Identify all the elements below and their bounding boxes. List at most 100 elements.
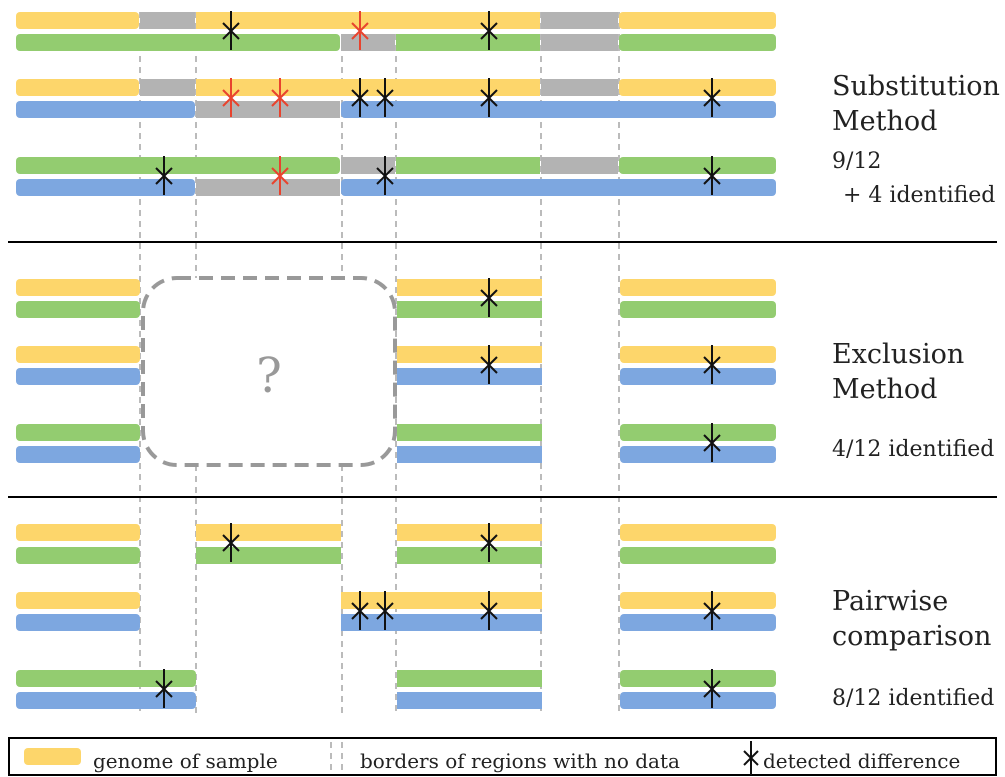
genome-bar-segment xyxy=(396,157,540,174)
genome-bar-segment xyxy=(16,692,196,709)
genome-bar-segment xyxy=(397,670,542,687)
legend-difference-icon xyxy=(743,741,759,775)
genome-bar-segment xyxy=(16,79,139,96)
genome-bar-segment xyxy=(16,101,195,118)
difference-mark-icon xyxy=(222,78,240,117)
genome-bar-segment xyxy=(16,179,195,196)
legend-frame xyxy=(8,737,997,776)
genome-bar-segment xyxy=(397,446,542,463)
genome-bar-segment xyxy=(397,368,542,385)
genome-bar-segment xyxy=(16,157,340,174)
genome-bar-segment xyxy=(619,34,776,51)
genome-bar-segment xyxy=(397,692,542,709)
no-data-segment xyxy=(341,157,395,174)
genome-bar-segment xyxy=(620,592,776,609)
difference-mark-icon xyxy=(222,523,240,562)
substitution-title-line2: Method xyxy=(832,106,937,137)
genome-bar-segment xyxy=(16,614,140,631)
substitution-title-line1: Substitution xyxy=(832,71,1000,102)
genome-bar-segment xyxy=(619,79,776,96)
genome-bar-segment xyxy=(196,79,540,96)
difference-mark-icon xyxy=(351,11,369,50)
genome-bar-segment xyxy=(16,368,140,385)
genome-bar-segment xyxy=(620,446,776,463)
genome-bar-segment xyxy=(620,692,776,709)
no-data-segment xyxy=(140,79,195,96)
no-data-segment xyxy=(196,101,340,118)
no-data-segment xyxy=(541,79,618,96)
unknown-region-box xyxy=(141,276,397,467)
exclusion-title-line2: Method xyxy=(832,374,937,405)
legend-genome-label: genome of sample xyxy=(93,749,278,773)
difference-mark-icon xyxy=(480,11,498,50)
pairwise-title-line1: Pairwise xyxy=(832,586,948,617)
pairwise-stat: 8/12 identified xyxy=(832,686,994,711)
no-data-segment xyxy=(341,34,395,51)
genome-bar-segment xyxy=(16,34,340,51)
difference-mark-icon xyxy=(376,156,394,195)
genome-bars xyxy=(16,12,776,709)
difference-mark-icon xyxy=(703,591,721,630)
genome-bar-segment xyxy=(396,34,540,51)
genome-bar-segment xyxy=(16,279,140,296)
genome-bar-segment xyxy=(341,614,542,631)
legend: genome of sample borders of regions with… xyxy=(8,737,997,776)
no-data-segment xyxy=(140,12,195,29)
substitution-stat-line1: 9/12 xyxy=(832,149,881,174)
genome-bar-segment xyxy=(397,301,542,318)
genome-bar-segment xyxy=(397,547,542,564)
genome-bar-segment xyxy=(620,670,776,687)
difference-mark-icon xyxy=(480,345,498,384)
genome-bar-segment xyxy=(16,301,140,318)
difference-mark-icon xyxy=(480,591,498,630)
pairwise-title-line2: comparison xyxy=(832,621,991,652)
no-data-segment xyxy=(541,157,618,174)
genome-bar-segment xyxy=(16,446,140,463)
genome-bar-segment xyxy=(196,12,540,29)
exclusion-stat: 4/12 identified xyxy=(832,437,994,462)
difference-mark-icon xyxy=(376,591,394,630)
genome-bar-segment xyxy=(397,524,542,541)
genome-bar-segment xyxy=(619,157,776,174)
substitution-stat-line2: + 4 identified xyxy=(843,183,995,208)
genome-bar-segment xyxy=(620,424,776,441)
difference-mark-icon xyxy=(480,78,498,117)
genome-bar-segment xyxy=(341,101,776,118)
difference-mark-icon xyxy=(351,591,369,630)
genome-bar-segment xyxy=(341,179,776,196)
difference-mark-icon xyxy=(703,78,721,117)
genome-bar-segment xyxy=(397,424,542,441)
no-data-segment xyxy=(541,12,618,29)
genome-bar-segment xyxy=(196,547,341,564)
legend-borders-label: borders of regions with no data xyxy=(360,749,680,773)
difference-mark-icon xyxy=(703,156,721,195)
legend-difference-label: detected difference xyxy=(763,749,960,773)
genome-bar-segment xyxy=(620,346,776,363)
difference-mark-icon xyxy=(703,669,721,708)
genome-bar-segment xyxy=(16,424,140,441)
difference-mark-icon xyxy=(155,669,173,708)
legend-genome-swatch xyxy=(24,748,81,765)
genome-bar-segment xyxy=(196,524,341,541)
difference-mark-icon xyxy=(155,156,173,195)
genome-bar-segment xyxy=(619,12,776,29)
genome-bar-segment xyxy=(16,592,140,609)
exclusion-title-line1: Exclusion xyxy=(832,339,964,370)
difference-mark-icon xyxy=(703,423,721,462)
difference-mark-icon xyxy=(271,78,289,117)
difference-mark-icon xyxy=(376,78,394,117)
difference-mark-icon xyxy=(222,11,240,50)
no-data-segment xyxy=(196,179,340,196)
difference-mark-icon xyxy=(480,278,498,317)
difference-marks xyxy=(155,11,721,708)
genome-bar-segment xyxy=(16,670,196,687)
genome-bar-segment xyxy=(16,547,140,564)
difference-mark-icon xyxy=(351,78,369,117)
genome-bar-segment xyxy=(620,547,776,564)
genome-bar-segment xyxy=(16,524,140,541)
difference-mark-icon xyxy=(271,156,289,195)
difference-mark-icon xyxy=(480,523,498,562)
genome-bar-segment xyxy=(620,524,776,541)
unknown-region-question-mark: ? xyxy=(256,348,282,404)
